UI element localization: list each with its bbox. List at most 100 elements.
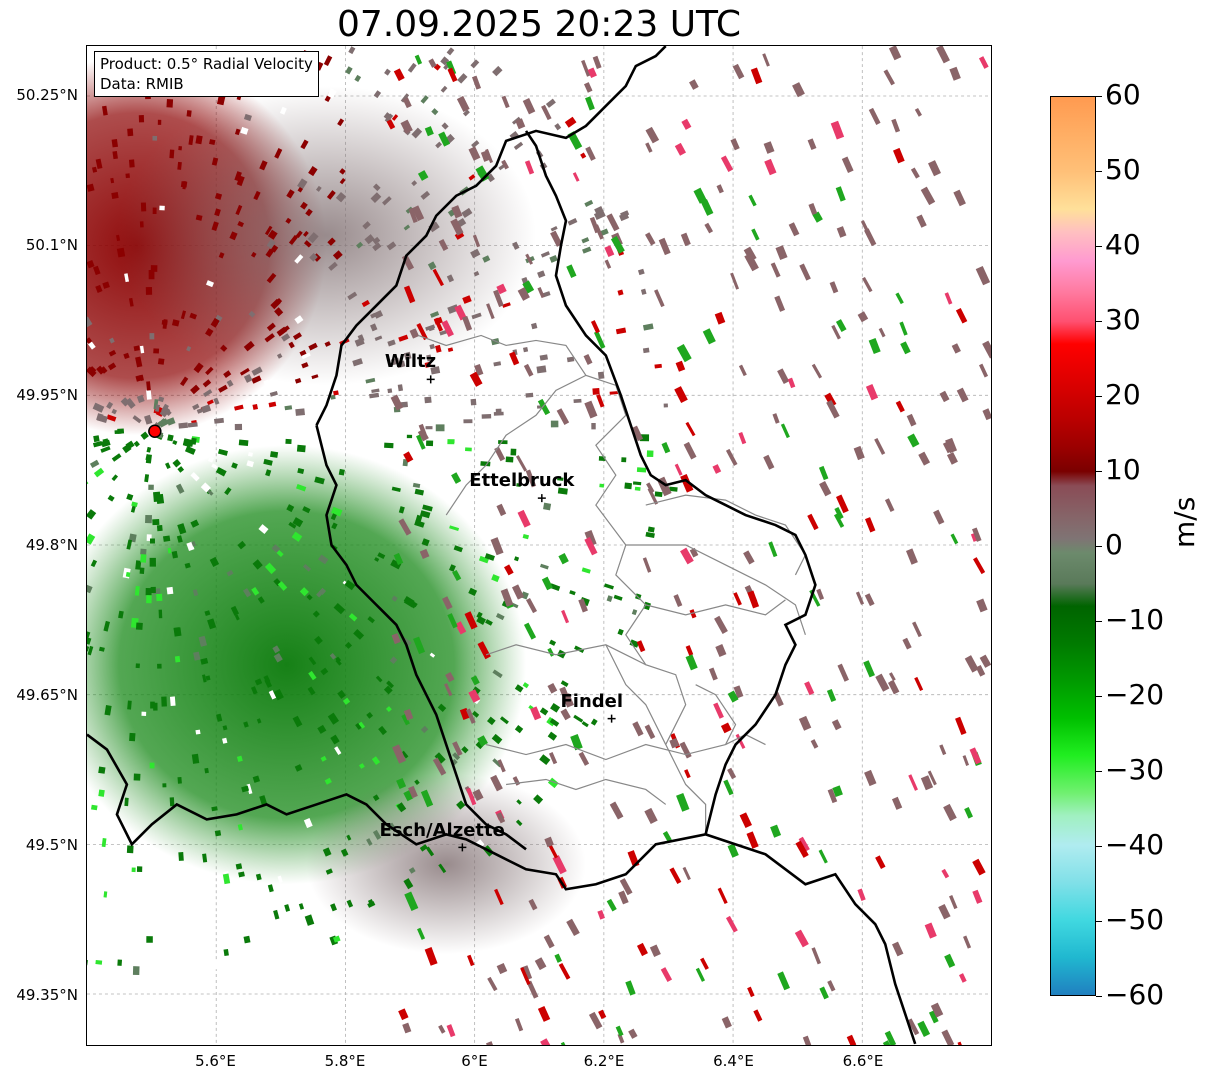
echo-pixel	[537, 398, 551, 416]
echo-pixel	[254, 678, 263, 686]
echo-pixel	[649, 944, 661, 958]
echo-pixel	[462, 109, 470, 117]
echo-pixel	[274, 307, 284, 317]
echo-pixel	[186, 110, 192, 117]
echo-pixel	[900, 341, 911, 355]
echo-pixel	[235, 863, 243, 870]
echo-pixel	[122, 443, 132, 454]
colorbar-tick-mark	[1096, 321, 1102, 322]
echo-pixel	[105, 481, 114, 491]
radar-map[interactable]	[86, 45, 992, 1046]
echo-pixel	[356, 241, 364, 249]
echo-pixel	[152, 442, 162, 453]
echo-pixel	[581, 237, 590, 244]
echo-pixel	[584, 199, 594, 208]
echo-pixel	[435, 141, 442, 149]
echo-pixel	[87, 183, 95, 192]
echo-pixel	[470, 59, 480, 69]
echo-pixel	[487, 716, 496, 726]
echo-pixel	[457, 73, 468, 84]
echo-pixel	[679, 741, 692, 759]
echo-pixel	[87, 316, 93, 328]
echo-pixel	[674, 386, 688, 404]
echo-pixel	[454, 304, 467, 321]
city-marker	[426, 375, 435, 384]
echo-pixel	[135, 663, 140, 669]
echo-pixel	[444, 683, 453, 697]
echo-pixel	[398, 1008, 409, 1021]
echo-pixel	[883, 69, 895, 86]
echo-pixel	[486, 173, 495, 183]
echo-pixel	[408, 867, 416, 874]
echo-pixel	[830, 120, 845, 140]
echo-pixel	[570, 734, 583, 751]
echo-pixel	[176, 535, 183, 543]
echo-pixel	[564, 116, 577, 128]
echo-pixel	[441, 320, 454, 338]
echo-pixel	[523, 622, 537, 640]
echo-pixel	[372, 829, 382, 840]
echo-pixel	[725, 448, 738, 466]
echo-pixel	[136, 866, 143, 873]
echo-pixel	[152, 207, 157, 215]
echo-pixel	[156, 524, 163, 532]
echo-pixel	[835, 494, 849, 514]
echo-pixel	[91, 166, 98, 173]
echo-pixel	[127, 128, 134, 137]
echo-pixel	[373, 90, 382, 99]
echo-pixel	[281, 333, 291, 342]
echo-pixel	[481, 413, 492, 419]
echo-pixel	[560, 680, 569, 687]
echo-pixel	[148, 269, 155, 280]
echo-pixel	[957, 1041, 966, 1045]
echo-pixel	[420, 95, 429, 104]
echo-pixel	[432, 268, 444, 287]
echo-pixel	[660, 967, 673, 982]
echo-pixel	[139, 221, 144, 228]
echo-pixel	[680, 232, 691, 247]
echo-pixel	[157, 663, 162, 669]
echo-pixel	[303, 818, 313, 829]
echo-pixel	[590, 718, 598, 726]
echo-pixel	[533, 794, 544, 805]
echo-pixel	[295, 230, 303, 239]
echo-pixel	[513, 141, 524, 150]
map-title: 07.09.2025 20:23 UTC	[336, 4, 742, 45]
echo-pixel	[438, 239, 449, 251]
echo-pixel	[465, 447, 472, 452]
echo-pixel	[333, 390, 339, 396]
echo-pixel	[829, 281, 839, 294]
echo-pixel	[292, 715, 303, 728]
echo-pixel	[680, 547, 694, 565]
echo-pixel	[716, 184, 724, 194]
echo-pixel	[604, 259, 612, 269]
echo-pixel	[428, 221, 440, 233]
echo-pixel	[522, 346, 529, 353]
echo-pixel	[573, 714, 584, 723]
echo-pixel	[330, 513, 337, 521]
echo-pixel	[111, 139, 119, 148]
echo-pixel	[615, 1025, 624, 1037]
echo-pixel	[895, 292, 904, 305]
echo-pixel	[674, 142, 686, 156]
echo-pixel	[307, 686, 316, 696]
echo-pixel	[788, 222, 800, 237]
colorbar-tick-mark	[1096, 171, 1102, 172]
echo-pixel	[214, 192, 223, 200]
echo-pixel	[222, 725, 228, 731]
echo-pixel	[868, 338, 881, 355]
echo-pixel	[426, 354, 432, 362]
echo-pixel	[764, 158, 777, 176]
echo-pixel	[186, 346, 192, 352]
echo-pixel	[777, 368, 790, 385]
echo-pixel	[833, 513, 845, 528]
echo-pixel	[412, 482, 421, 489]
echo-pixel	[259, 795, 268, 806]
echo-pixel	[189, 312, 198, 320]
echo-pixel	[320, 755, 327, 762]
echo-pixel	[636, 942, 648, 957]
echo-pixel	[434, 752, 446, 764]
echo-pixel	[743, 550, 755, 565]
echo-pixel	[190, 384, 200, 395]
echo-pixel	[592, 55, 602, 70]
